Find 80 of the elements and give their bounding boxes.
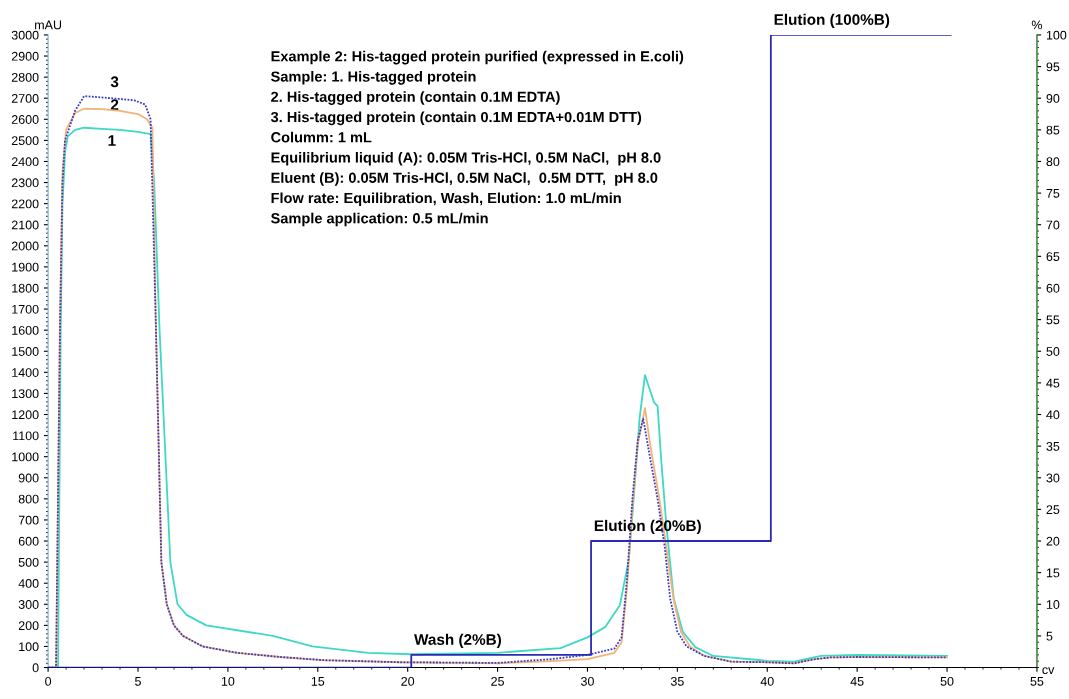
y-tick-label: 2800 [11, 72, 39, 82]
y-tick-label: 2700 [11, 94, 39, 103]
annotation: Eluent (B): 0.05M Tris-HCl, 0.5M NaCl, 0.5M DTT, pH 8.0 [271, 172, 658, 186]
y-tick-label: 2300 [11, 178, 39, 188]
y2-tick-label: 65 [1046, 252, 1060, 262]
x-tick-label: 20 [401, 676, 415, 686]
y-tick-label: 500 [18, 557, 39, 567]
annotation: Flow rate: Equilibration, Wash, Elution: 1.0 mL/min [271, 192, 621, 207]
y-tick-label: 1100 [13, 431, 39, 441]
y2-tick-label: 55 [1046, 315, 1060, 325]
y-tick-label: 1400 [12, 368, 39, 377]
y2-tick-label: 95 [1046, 62, 1060, 72]
y2-tick-label: 5 [1046, 631, 1053, 641]
x-tick-label: 5 [135, 677, 141, 686]
y-tick-label: 1300 [12, 389, 39, 399]
y-tick-label: 1200 [12, 410, 39, 420]
series-label: 1 [108, 135, 116, 146]
y2-tick-label: 75 [1046, 189, 1060, 198]
y-tick-label: 0 [32, 663, 39, 673]
x-axis-title: cv [1042, 667, 1055, 675]
y2-tick-label: 85 [1046, 125, 1060, 135]
y-tick-label: 1900 [12, 262, 39, 272]
y2-tick-label: 40 [1046, 410, 1060, 420]
annotation: Equilibrium liquid (A): 0.05M Tris-HCl, 0.5M NaCl, pH 8.0 [271, 151, 661, 166]
y-tick-label: 2200 [11, 199, 39, 209]
y2-tick-label: 20 [1046, 536, 1060, 546]
y2-tick-label: 90 [1046, 94, 1060, 103]
y-tick-label: 1000 [12, 452, 39, 462]
x-tick-label: 30 [580, 676, 594, 686]
y2-tick-label: 70 [1046, 220, 1060, 230]
y2-tick-label: 15 [1046, 568, 1060, 578]
x-tick-label: 40 [760, 676, 774, 686]
x-tick-label: 15 [311, 677, 325, 686]
text: Elution (100%B) [774, 13, 890, 29]
y-tick-label: 600 [18, 536, 39, 546]
y-tick-label: 3000 [11, 30, 39, 40]
y-tick-label: 2400 [11, 157, 39, 167]
series-label: 2 [110, 99, 119, 110]
y2-tick-label: 50 [1046, 347, 1060, 356]
annotation: Sample: 1. His-tagged protein [271, 71, 476, 85]
x-tick-label: 10 [221, 676, 235, 686]
y2-tick-label: 60 [1046, 283, 1060, 293]
x-tick-label: 55 [1030, 677, 1044, 686]
y2-tick-label: 45 [1046, 378, 1060, 388]
y-tick-label: 2900 [11, 51, 39, 61]
y2-tick-label: 30 [1046, 473, 1060, 483]
x-tick-label: 45 [850, 677, 864, 686]
annotation: 2. His-tagged protein (contain 0.1M EDTA) [271, 91, 560, 105]
y2-tick-label: 100 [1046, 30, 1067, 40]
y-tick-label: 400 [18, 579, 39, 588]
y-tick-label: 900 [18, 473, 39, 483]
series-label: 3 [110, 76, 119, 88]
annotation: Wash (2%B) [414, 633, 501, 648]
y-tick-label: 2100 [11, 220, 39, 230]
x-tick-label: 25 [491, 676, 504, 686]
y-tick-label: 300 [18, 600, 39, 609]
y2-tick-label: 25 [1046, 505, 1060, 515]
y-tick-label: 1800 [12, 283, 39, 293]
annotation: Sample application: 0.5 mL/min [271, 212, 488, 227]
x-tick-label: 35 [670, 676, 684, 686]
y-tick-label: 1700 [12, 304, 39, 314]
y-tick-label: 100 [19, 642, 39, 652]
y-tick-label: 800 [18, 494, 39, 504]
y2-tick-label: 80 [1046, 157, 1060, 167]
y-tick-label: 200 [18, 621, 39, 631]
annotation: 3. His-tagged protein (contain 0.1M EDTA+0.01M DTT) [270, 111, 642, 126]
y-tick-label: 1600 [12, 325, 39, 335]
annotation: Columm: 1 mL [271, 131, 372, 143]
y2-axis-title: % [1031, 20, 1043, 30]
y2-tick-label: 10 [1046, 600, 1060, 609]
y-tick-label: 2600 [11, 115, 39, 124]
y-tick-label: 1500 [12, 347, 39, 356]
y2-tick-label: 35 [1046, 441, 1060, 451]
y-tick-label: 2500 [11, 136, 39, 146]
y-axis-title: mAU [35, 20, 62, 30]
annotation: Example 2: His-tagged protein purified (expressed in E.coli) [271, 50, 684, 65]
y-tick-label: 700 [18, 515, 39, 525]
x-tick-label: 50 [940, 676, 954, 686]
x-tick-label: 0 [45, 676, 52, 686]
y-tick-label: 2000 [11, 241, 39, 251]
